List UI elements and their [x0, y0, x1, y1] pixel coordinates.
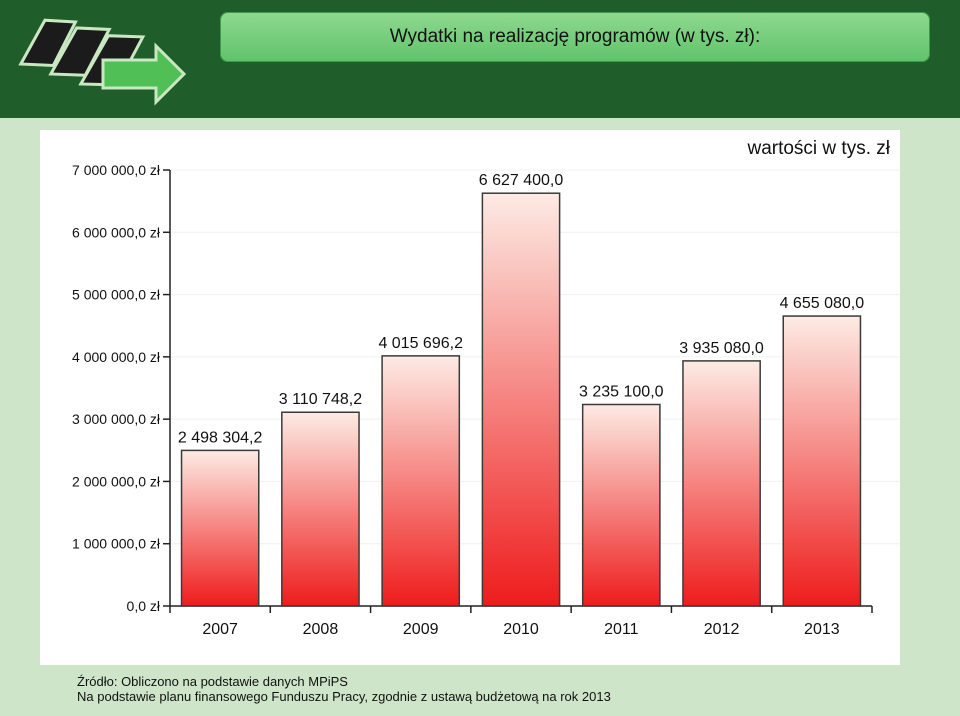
x-tick-label: 2009 [403, 621, 439, 638]
title-bar: Wydatki na realizację programów (w tys. … [220, 12, 930, 62]
y-tick-label: 3 000 000,0 zł [72, 411, 161, 427]
x-tick-label: 2012 [704, 621, 740, 638]
folders-arrow-logo-icon [18, 18, 187, 106]
y-tick-label: 4 000 000,0 zł [72, 349, 161, 365]
x-tick-label: 2010 [503, 621, 539, 638]
x-tick-label: 2011 [604, 621, 639, 638]
data-label: 6 627 400,0 [479, 172, 564, 189]
bar-2012 [682, 360, 761, 607]
units-annotation: wartości w tys. zł [746, 138, 890, 159]
header-band: Wydatki na realizację programów (w tys. … [0, 0, 960, 118]
x-tick-label: 2008 [303, 621, 339, 638]
y-tick-label: 1 000 000,0 zł [72, 536, 161, 552]
bar-2011 [581, 403, 661, 607]
data-label: 3 110 748,2 [279, 391, 362, 408]
bar-2009 [381, 355, 461, 607]
y-tick-label: 0,0 zł [127, 598, 161, 614]
budget-note-line: Na podstawie planu finansowego Funduszu … [77, 689, 611, 704]
bar-2010 [481, 192, 561, 607]
data-label: 2 498 304,2 [178, 429, 263, 446]
bar-2013 [782, 315, 862, 607]
data-label: 3 235 100,0 [579, 383, 664, 400]
source-line: Źródło: Obliczono na podstawie danych MP… [77, 674, 348, 689]
y-tick-label: 6 000 000,0 zł [72, 224, 161, 240]
x-tick-label: 2013 [804, 621, 840, 638]
x-tick-label: 2007 [202, 621, 238, 638]
bar-2008 [281, 411, 360, 607]
y-tick-label: 7 000 000,0 zł [72, 162, 161, 178]
source-note: Źródło: Obliczono na podstawie danych MP… [77, 674, 611, 704]
y-tick-label: 2 000 000,0 zł [72, 473, 161, 489]
bar-2007 [180, 449, 260, 607]
data-label: 3 935 080,0 [679, 340, 764, 357]
data-label: 4 655 080,0 [780, 295, 865, 312]
data-label: 4 015 696,2 [378, 335, 463, 352]
y-tick-label: 5 000 000,0 zł [72, 287, 161, 303]
page-title: Wydatki na realizację programów (w tys. … [389, 26, 761, 47]
